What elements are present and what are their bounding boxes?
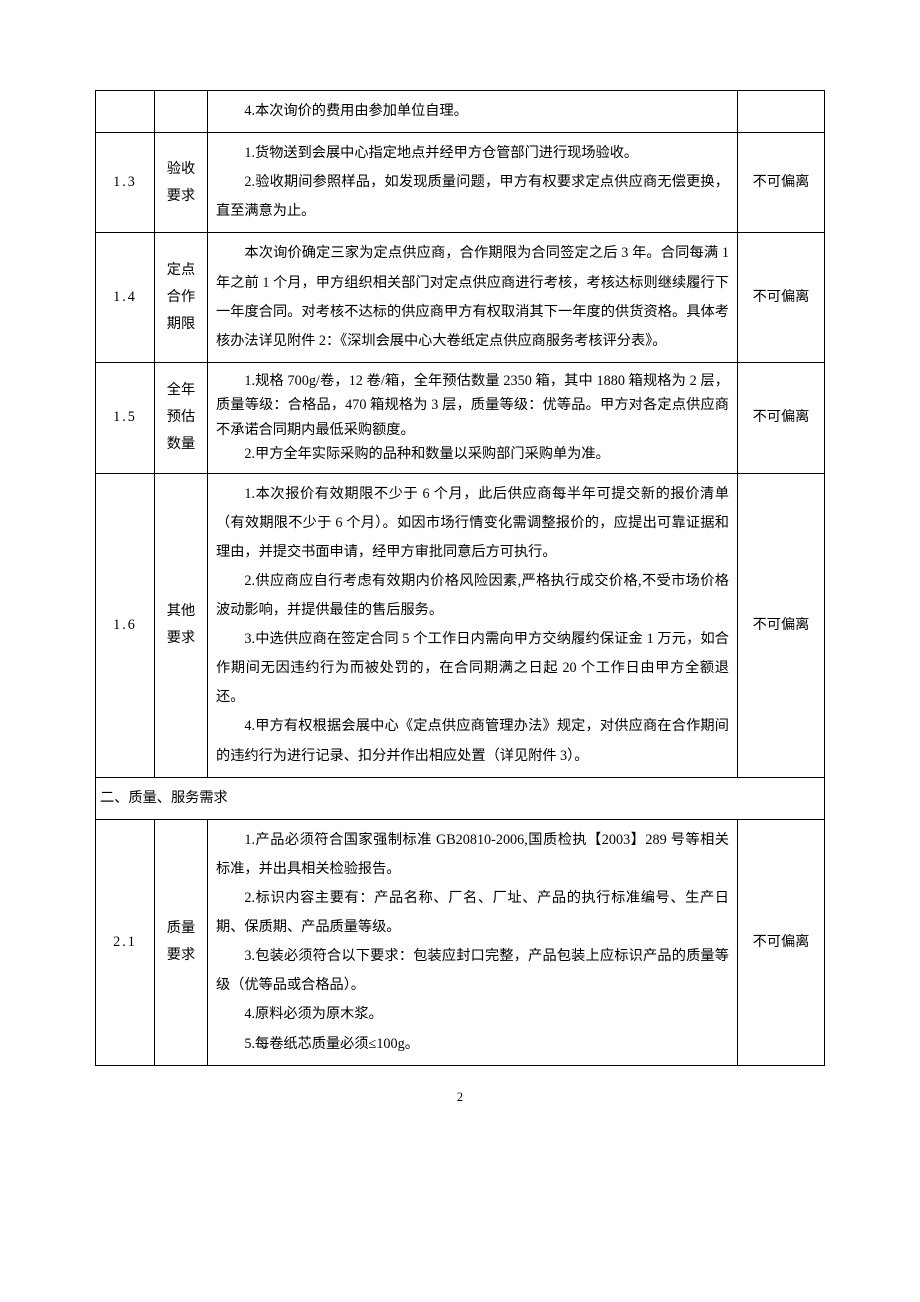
table-row: 4.本次询价的费用由参加单位自理。: [96, 91, 825, 133]
content-line: 1.货物送到会展中心指定地点并经甲方仓管部门进行现场验收。: [216, 139, 729, 168]
table-row: 1.3 验收要求 1.货物送到会展中心指定地点并经甲方仓管部门进行现场验收。 2…: [96, 133, 825, 233]
content-line: 1.规格 700g/卷，12 卷/箱，全年预估数量 2350 箱，其中 1880…: [216, 369, 729, 442]
cell-label: 全年预估数量: [155, 362, 208, 473]
table-row: 1.6 其他要求 1.本次报价有效期限不少于 6 个月，此后供应商每半年可提交新…: [96, 473, 825, 777]
content-line: 1.本次报价有效期限不少于 6 个月，此后供应商每半年可提交新的报价清单（有效期…: [216, 480, 729, 567]
content-line: 2.标识内容主要有：产品名称、厂名、厂址、产品的执行标准编号、生产日期、保质期、…: [216, 884, 729, 942]
content-line: 3.中选供应商在签定合同 5 个工作日内需向甲方交纳履约保证金 1 万元，如合作…: [216, 625, 729, 712]
cell-note: 不可偏离: [738, 473, 825, 777]
content-line: 1.产品必须符合国家强制标准 GB20810-2006,国质检执【2003】28…: [216, 826, 729, 884]
table-row: 1.5 全年预估数量 1.规格 700g/卷，12 卷/箱，全年预估数量 235…: [96, 362, 825, 473]
cell-note: [738, 91, 825, 133]
cell-content: 1.规格 700g/卷，12 卷/箱，全年预估数量 2350 箱，其中 1880…: [208, 362, 738, 473]
section-header: 二、质量、服务需求: [96, 777, 825, 819]
cell-note: 不可偏离: [738, 133, 825, 233]
content-line: 2.验收期间参照样品，如发现质量问题，甲方有权要求定点供应商无偿更换，直至满意为…: [216, 168, 729, 226]
cell-num: 2.1: [96, 819, 155, 1065]
cell-note: 不可偏离: [738, 233, 825, 362]
cell-content: 1.产品必须符合国家强制标准 GB20810-2006,国质检执【2003】28…: [208, 819, 738, 1065]
cell-content: 1.本次报价有效期限不少于 6 个月，此后供应商每半年可提交新的报价清单（有效期…: [208, 473, 738, 777]
cell-label: 定点合作期限: [155, 233, 208, 362]
cell-label: 验收要求: [155, 133, 208, 233]
cell-label: 质量要求: [155, 819, 208, 1065]
content-line: 3.包装必须符合以下要求：包装应封口完整，产品包装上应标识产品的质量等级（优等品…: [216, 942, 729, 1000]
content-line: 4.甲方有权根据会展中心《定点供应商管理办法》规定，对供应商在合作期间的违约行为…: [216, 712, 729, 770]
content-line: 2.供应商应自行考虑有效期内价格风险因素,严格执行成交价格,不受市场价格波动影响…: [216, 567, 729, 625]
content-line: 2.甲方全年实际采购的品种和数量以采购部门采购单为准。: [216, 442, 729, 466]
content-line: 本次询价确定三家为定点供应商，合作期限为合同签定之后 3 年。合同每满 1 年之…: [216, 239, 729, 355]
cell-content: 1.货物送到会展中心指定地点并经甲方仓管部门进行现场验收。 2.验收期间参照样品…: [208, 133, 738, 233]
table-row: 2.1 质量要求 1.产品必须符合国家强制标准 GB20810-2006,国质检…: [96, 819, 825, 1065]
cell-content: 本次询价确定三家为定点供应商，合作期限为合同签定之后 3 年。合同每满 1 年之…: [208, 233, 738, 362]
cell-label: 其他要求: [155, 473, 208, 777]
cell-num: 1.4: [96, 233, 155, 362]
cell-content: 4.本次询价的费用由参加单位自理。: [208, 91, 738, 133]
cell-num: 1.6: [96, 473, 155, 777]
requirements-table: 4.本次询价的费用由参加单位自理。 1.3 验收要求 1.货物送到会展中心指定地…: [95, 90, 825, 1066]
cell-note: 不可偏离: [738, 819, 825, 1065]
page-number: 2: [95, 1090, 825, 1105]
cell-label: [155, 91, 208, 133]
cell-num: [96, 91, 155, 133]
table-section-row: 二、质量、服务需求: [96, 777, 825, 819]
content-line: 5.每卷纸芯质量必须≤100g。: [216, 1030, 729, 1059]
cell-num: 1.5: [96, 362, 155, 473]
content-line: 4.原料必须为原木浆。: [216, 1000, 729, 1029]
table-row: 1.4 定点合作期限 本次询价确定三家为定点供应商，合作期限为合同签定之后 3 …: [96, 233, 825, 362]
cell-note: 不可偏离: [738, 362, 825, 473]
content-line: 4.本次询价的费用由参加单位自理。: [216, 97, 729, 126]
cell-num: 1.3: [96, 133, 155, 233]
